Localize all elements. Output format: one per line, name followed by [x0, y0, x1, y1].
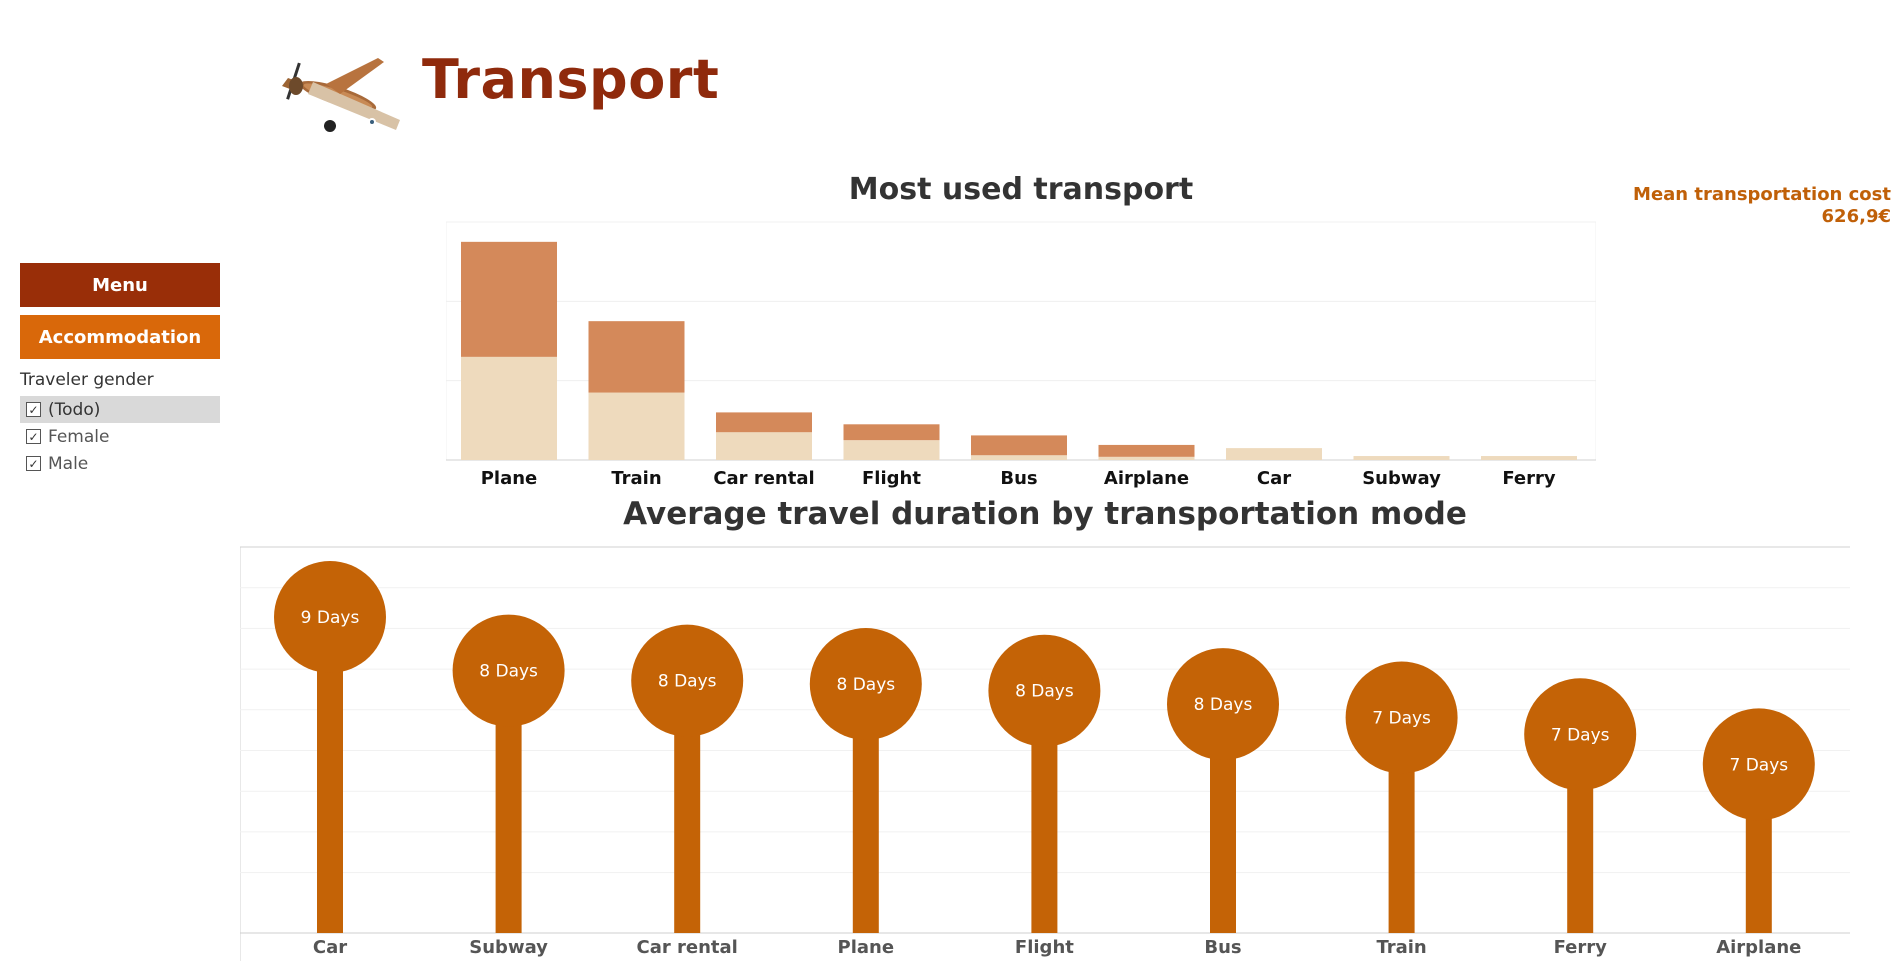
x-tick-label: Airplane: [1716, 937, 1801, 958]
x-tick-label: Car: [313, 937, 347, 958]
lollipop-head: [1524, 678, 1637, 791]
most-used-transport-chart: Plane Train Car rental Flight Bus Airplane Car…: [446, 221, 1596, 489]
data-label: 8 Days: [658, 672, 717, 692]
bar-segment: [843, 440, 940, 460]
lollipop-head: [452, 614, 565, 727]
x-tick-label: Airplane: [1104, 468, 1189, 489]
x-tick-label: Ferry: [1502, 468, 1556, 489]
x-tick-label: Train: [1376, 937, 1426, 958]
data-label: 7 Days: [1551, 725, 1610, 745]
travel-duration-chart: 9 Days Car 8 Days Subway 8 Days Car rental 8 D…: [240, 546, 1850, 961]
checkbox-icon[interactable]: ✓: [26, 456, 41, 471]
filter-option[interactable]: ✓ (Todo): [20, 396, 220, 423]
x-tick-label: Car rental: [713, 468, 814, 489]
lollipop-head: [1702, 708, 1815, 821]
bar-chart-title: Most used transport: [848, 172, 1194, 207]
bar-segment: [1226, 448, 1322, 460]
filter-title: Traveler gender: [20, 370, 154, 390]
x-tick-label: Bus: [1000, 468, 1037, 489]
lollipop-head: [274, 561, 386, 673]
x-tick-label: Car: [1257, 468, 1291, 489]
x-tick-label: Plane: [481, 468, 538, 489]
filter-option[interactable]: ✓ Male: [20, 450, 220, 477]
kpi-value: 626,9€: [1821, 206, 1891, 227]
bar-segment: [971, 435, 1067, 456]
lollipop-head: [631, 624, 744, 737]
bar-segment: [716, 432, 812, 460]
bar-segment: [1098, 444, 1195, 457]
lollipop-head: [1167, 648, 1279, 761]
checkbox-icon[interactable]: ✓: [26, 402, 41, 417]
lollipop-head: [988, 634, 1101, 747]
data-label: 8 Days: [479, 662, 538, 682]
lollipop-head: [809, 628, 922, 740]
data-label: 7 Days: [1372, 709, 1431, 729]
x-tick-label: Subway: [469, 937, 548, 958]
menu-button[interactable]: Menu: [20, 263, 220, 307]
airplane-logo-icon: [282, 58, 400, 132]
x-tick-label: Train: [611, 468, 661, 489]
gender-filter-list: ✓ (Todo) ✓ Female ✓ Male: [20, 396, 220, 477]
bar-segment: [461, 241, 557, 357]
bar-segment: [1098, 456, 1195, 460]
bar-segment: [461, 356, 557, 460]
filter-option-label: Male: [48, 453, 89, 474]
accommodation-button[interactable]: Accommodation: [20, 315, 220, 359]
bar-segment: [1353, 456, 1450, 460]
kpi-label: Mean transportation cost: [1633, 184, 1891, 205]
x-tick-label: Plane: [838, 937, 895, 958]
filter-option-label: Female: [48, 426, 110, 447]
x-tick-label: Car rental: [637, 937, 738, 958]
bar-segment: [1481, 456, 1577, 460]
page-title: Transport: [422, 48, 720, 111]
x-tick-label: Flight: [862, 468, 921, 489]
bar-segment: [971, 455, 1067, 460]
bar-segment: [716, 412, 812, 433]
data-label: 8 Days: [1015, 682, 1074, 702]
lollipop-chart-title: Average travel duration by transportatio…: [623, 496, 1467, 532]
bar-segment: [588, 321, 685, 393]
x-tick-label: Bus: [1204, 937, 1241, 958]
lollipop-head: [1345, 661, 1458, 774]
data-label: 8 Days: [1194, 695, 1253, 715]
x-tick-label: Flight: [1015, 937, 1074, 958]
data-label: 7 Days: [1729, 755, 1788, 775]
data-label: 9 Days: [301, 608, 360, 628]
bar-segment: [843, 424, 940, 441]
checkbox-icon[interactable]: ✓: [26, 429, 41, 444]
filter-option[interactable]: ✓ Female: [20, 423, 220, 450]
filter-option-label: (Todo): [48, 399, 101, 420]
bar-segment: [588, 392, 685, 460]
data-label: 8 Days: [836, 675, 895, 695]
x-tick-label: Subway: [1362, 468, 1441, 489]
x-tick-label: Ferry: [1554, 937, 1608, 958]
